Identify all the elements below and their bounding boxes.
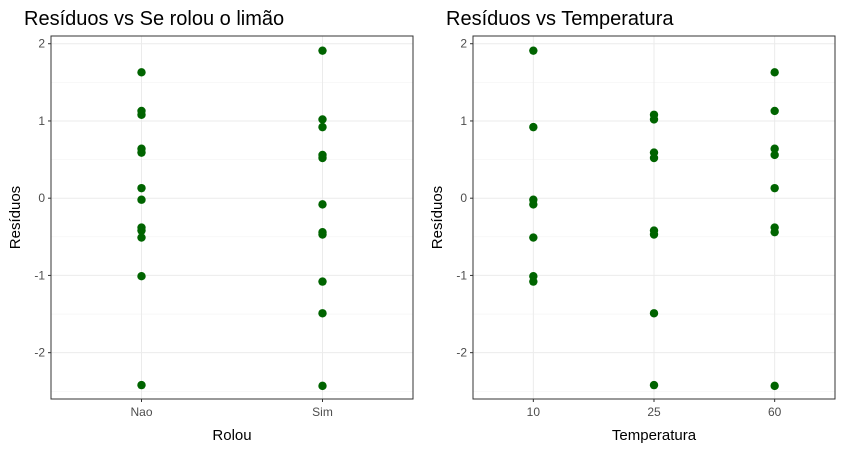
chart-title: Resíduos vs Temperatura [446, 8, 674, 30]
data-point [318, 122, 327, 132]
x-tick-label: 25 [647, 405, 661, 419]
y-tick-label: -2 [34, 346, 45, 360]
y-tick-label: 2 [38, 37, 45, 51]
data-point [770, 106, 779, 116]
plot-area: -2 -1 0 1 2 10 25 60 [456, 35, 836, 419]
x-tick-label: Nao [130, 405, 152, 419]
plot-border [50, 35, 414, 400]
y-axis-title: Resíduos [7, 186, 24, 249]
y-tick-label: -2 [456, 346, 467, 360]
data-point [318, 230, 327, 239]
data-point [137, 233, 146, 242]
chart-title: Resíduos vs Se rolou o limão [24, 8, 284, 30]
data-point [137, 380, 146, 390]
data-point [318, 46, 327, 55]
data-point [649, 230, 659, 239]
data-point [318, 200, 327, 209]
data-point [137, 226, 146, 235]
x-tick-label: 10 [527, 405, 541, 419]
data-point [770, 150, 779, 160]
y-tick-label: 2 [460, 37, 467, 51]
chart-panel-rolou: Resíduos vs Se rolou o limão Resíduos Ro… [0, 0, 421, 450]
data-point [649, 153, 659, 163]
data-point [529, 200, 538, 209]
data-point [529, 46, 538, 55]
data-point [529, 277, 538, 286]
data-point [770, 144, 779, 153]
chart-panel-temperatura: Resíduos vs Temperatura Resíduos Tempera… [422, 0, 843, 450]
data-point [649, 380, 659, 390]
data-point [137, 183, 146, 193]
data-point [529, 233, 538, 242]
data-point [137, 110, 146, 119]
data-point [770, 68, 779, 77]
data-point [770, 381, 779, 391]
data-point [137, 68, 146, 77]
plot-area: -2 -1 0 1 2 Nao Sim [34, 35, 414, 419]
y-tick-label: 0 [38, 191, 45, 205]
data-point [137, 195, 146, 204]
y-tick-label: -1 [456, 268, 467, 282]
data-point [649, 115, 659, 124]
y-tick-label: 1 [460, 114, 467, 128]
data-point [318, 153, 327, 163]
data-point [318, 277, 327, 286]
scatter-chart-temperatura: Resíduos vs Temperatura Resíduos Tempera… [429, 8, 836, 444]
y-tick-label: -1 [34, 268, 45, 282]
data-point [137, 271, 146, 281]
scatter-chart-rolou: Resíduos vs Se rolou o limão Resíduos Ro… [7, 8, 414, 444]
data-point [649, 309, 659, 318]
data-point [770, 183, 779, 193]
data-point [770, 227, 779, 237]
data-point [529, 122, 538, 132]
x-tick-label: Sim [312, 405, 333, 419]
x-axis-title: Rolou [212, 427, 251, 444]
data-point [318, 115, 327, 124]
x-tick-label: 60 [768, 405, 782, 419]
y-axis-title: Resíduos [429, 186, 446, 249]
data-point [318, 381, 327, 391]
x-axis-title: Temperatura [612, 427, 697, 444]
data-point [318, 309, 327, 318]
y-tick-label: 1 [38, 114, 45, 128]
data-point [137, 148, 146, 157]
y-tick-label: 0 [460, 191, 467, 205]
